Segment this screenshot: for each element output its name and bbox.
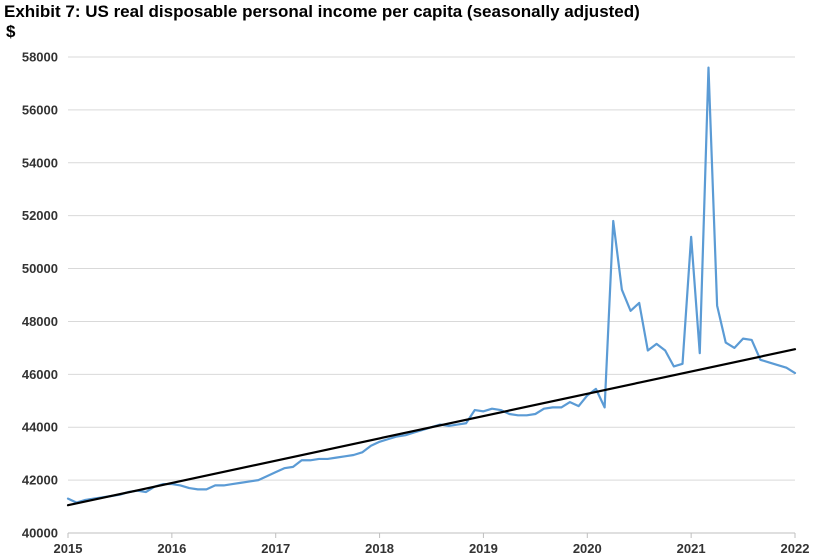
gridlines [68,56,795,534]
x-tick-label: 2022 [781,541,810,556]
y-tick-label: 56000 [22,102,58,117]
y-tick-label: 42000 [22,473,58,488]
y-tick-label: 52000 [22,208,58,223]
chart-title: Exhibit 7: US real disposable personal i… [4,2,640,21]
series-line-income [66,66,797,504]
x-tick-label: 2017 [261,541,290,556]
y-tick-label: 44000 [22,420,58,435]
y-tick-label: 58000 [22,50,58,65]
y-tick-label: 46000 [22,367,58,382]
x-tick-label: 2018 [365,541,394,556]
y-axis-ticks: 40000 42000 44000 46000 48000 50000 52000 54000… [22,50,58,541]
x-tick-label: 2016 [157,541,186,556]
y-tick-label: 50000 [22,261,58,276]
series-line-trend [66,348,797,507]
y-tick-label: 48000 [22,314,58,329]
x-tick-label: 2020 [573,541,602,556]
x-tick-label: 2021 [677,541,706,556]
y-axis-unit-label: $ [6,22,16,41]
y-tick-label: 54000 [22,155,58,170]
x-axis: 2015 2016 2017 2018 2019 2020 2021 2022 [54,532,810,556]
x-tick-label: 2015 [54,541,83,556]
series-group [66,66,797,507]
x-tick-label: 2019 [469,541,498,556]
y-tick-label: 40000 [22,526,58,541]
